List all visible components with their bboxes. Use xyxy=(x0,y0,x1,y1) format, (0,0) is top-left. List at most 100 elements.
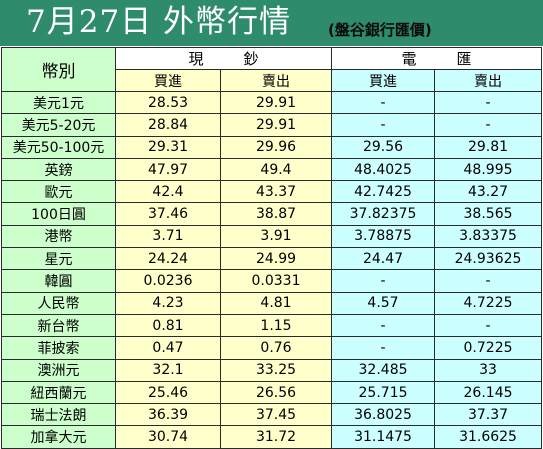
cash-sell-header: 賣出 xyxy=(219,69,333,92)
table-row: 星元 24.24 24.99 24.47 24.93625 xyxy=(1,247,543,271)
tt-sell-value: 24.93625 xyxy=(434,247,543,271)
currency-name: 100日圓 xyxy=(1,202,116,226)
currency-name: 韓圓 xyxy=(1,269,116,293)
tt-buy-value: - xyxy=(331,336,436,360)
tt-sell-value: 31.6625 xyxy=(434,425,543,449)
cash-buy-value: 47.97 xyxy=(115,157,221,182)
table-row: 菲披索 0.47 0.76-0.7225 xyxy=(1,336,543,360)
cash-buy-value: 36.39 xyxy=(115,403,221,427)
tt-sell-value: 48.995 xyxy=(434,157,543,182)
tt-buy-value: 24.47 xyxy=(331,247,436,271)
cash-buy-value: 24.24 xyxy=(115,247,221,271)
tt-buy-value: 42.7425 xyxy=(331,180,436,204)
cash-sell-value: 43.37 xyxy=(219,180,333,204)
tt-buy-value: 4.57 xyxy=(331,291,436,315)
currency-name: 美元5-20元 xyxy=(1,113,116,137)
header-row-groups: 幣別 現鈔 電匯 xyxy=(1,47,543,92)
page-title: 7月27日 外幣行情 xyxy=(26,4,292,40)
cash-buy-value: 0.47 xyxy=(115,336,221,360)
tt-buy-value: 37.82375 xyxy=(331,202,436,226)
tt-sell-value: 33 xyxy=(434,358,543,382)
table-row: 紐西蘭元 25.46 26.56 25.715 26.145 xyxy=(1,380,543,405)
cash-sell-value: 4.81 xyxy=(219,291,333,315)
tt-buy-value: 31.1475 xyxy=(331,425,436,449)
table-row: 加拿大元 30.74 31.72 31.1475 31.6625 xyxy=(1,425,543,449)
cash-buy-value: 28.53 xyxy=(115,90,221,115)
header-row-columns: 買進 賣出 買進 賣出 xyxy=(2,69,543,92)
currency-name: 紐西蘭元 xyxy=(1,380,116,405)
currency-name: 新台幣 xyxy=(1,313,116,338)
cash-group-header: 現鈔 xyxy=(114,47,333,70)
currency-name: 澳洲元 xyxy=(1,358,116,382)
tt-sell-value: 0.7225 xyxy=(434,336,543,360)
cash-buy-value: 37.46 xyxy=(115,202,221,226)
cash-buy-value: 3.71 xyxy=(115,224,221,249)
bank-source-label: (盤谷銀行匯價) xyxy=(328,21,432,39)
tt-sell-value: 26.145 xyxy=(434,380,543,405)
tt-buy-value: 48.4025 xyxy=(331,157,436,182)
tt-buy-header: 買進 xyxy=(331,69,436,92)
tt-sell-value: - xyxy=(434,90,543,115)
cash-sell-value: 26.56 xyxy=(219,380,333,405)
table-row: 新台幣 0.81 1.15- - xyxy=(1,313,543,338)
cash-buy-value: 25.46 xyxy=(115,380,221,405)
tt-sell-value: 38.565 xyxy=(434,202,543,226)
cash-sell-value: 29.91 xyxy=(219,113,333,137)
cash-buy-header: 買進 xyxy=(115,69,221,92)
tt-buy-value: 3.78875 xyxy=(331,224,436,249)
cash-buy-value: 28.84 xyxy=(115,113,221,137)
telegraphic-group-header: 電匯 xyxy=(331,47,543,70)
tt-sell-value: 4.7225 xyxy=(434,291,543,315)
tt-buy-value: 29.56 xyxy=(331,135,436,159)
cash-buy-value: 42.4 xyxy=(115,180,221,204)
cash-sell-value: 3.91 xyxy=(219,224,333,249)
currency-name: 美元1元 xyxy=(1,90,116,115)
currency-name: 星元 xyxy=(1,247,116,271)
tt-buy-value: - xyxy=(331,113,436,137)
currency-header: 幣別 xyxy=(1,47,116,92)
table-row: 100日圓 37.46 38.87 37.82375 38.565 xyxy=(1,202,543,226)
tt-sell-value: - xyxy=(434,269,543,293)
exchange-rate-table: 幣別 現鈔 電匯 買進 賣出 買進 賣出 美元1元 28.53 29.91- - 美元5… xyxy=(1,47,543,449)
currency-name: 人民幣 xyxy=(1,291,116,315)
cash-buy-value: 0.0236 xyxy=(115,269,221,293)
table-row: 港幣 3.71 3.91 3.78875 3.83375 xyxy=(1,224,543,249)
table-row: 美元5-20元 28.84 29.91- - xyxy=(1,113,543,137)
tt-sell-value: 3.83375 xyxy=(434,224,543,249)
cash-sell-value: 38.87 xyxy=(219,202,333,226)
cash-sell-value: 49.4 xyxy=(219,157,333,182)
tt-buy-value: 25.715 xyxy=(331,380,436,405)
currency-name: 港幣 xyxy=(1,224,116,249)
tt-sell-value: 37.37 xyxy=(434,403,543,427)
table-row: 韓圓 0.0236 0.0331- - xyxy=(1,269,543,293)
cash-buy-value: 30.74 xyxy=(115,425,221,449)
tt-buy-value: - xyxy=(331,269,436,293)
currency-name: 歐元 xyxy=(1,180,116,204)
cash-sell-value: 33.25 xyxy=(219,358,333,382)
cash-sell-value: 0.76 xyxy=(219,336,333,360)
table-row: 瑞士法朗 36.39 37.45 36.8025 37.37 xyxy=(1,403,543,427)
cash-buy-value: 29.31 xyxy=(115,135,221,159)
tt-sell-header: 賣出 xyxy=(434,69,543,92)
cash-sell-value: 31.72 xyxy=(219,425,333,449)
cash-sell-value: 29.96 xyxy=(219,135,333,159)
currency-name: 美元50-100元 xyxy=(1,135,116,159)
cash-buy-value: 4.23 xyxy=(115,291,221,315)
currency-name: 英鎊 xyxy=(1,157,116,182)
tt-sell-value: - xyxy=(434,113,543,137)
currency-name: 瑞士法朗 xyxy=(1,403,116,427)
currency-name: 加拿大元 xyxy=(1,425,116,449)
tt-buy-value: 36.8025 xyxy=(331,403,436,427)
table-row: 歐元 42.4 43.37 42.7425 43.27 xyxy=(1,180,543,204)
table-row: 美元50-100元 29.31 29.96 29.56 29.81 xyxy=(1,135,543,159)
table-row: 美元1元 28.53 29.91- - xyxy=(1,90,543,115)
table-row: 英鎊 47.97 49.4 48.4025 48.995 xyxy=(1,157,543,182)
cash-sell-value: 37.45 xyxy=(219,403,333,427)
table-body: 幣別 現鈔 電匯 買進 賣出 買進 賣出 美元1元 28.53 29.91- - 美元5… xyxy=(1,47,543,449)
currency-name: 菲披索 xyxy=(1,336,116,360)
cash-sell-value: 24.99 xyxy=(219,247,333,271)
cash-sell-value: 1.15 xyxy=(219,313,333,338)
title-banner: 7月27日 外幣行情 (盤谷銀行匯價) xyxy=(0,0,543,46)
table-row: 人民幣 4.23 4.81 4.57 4.7225 xyxy=(1,291,543,315)
